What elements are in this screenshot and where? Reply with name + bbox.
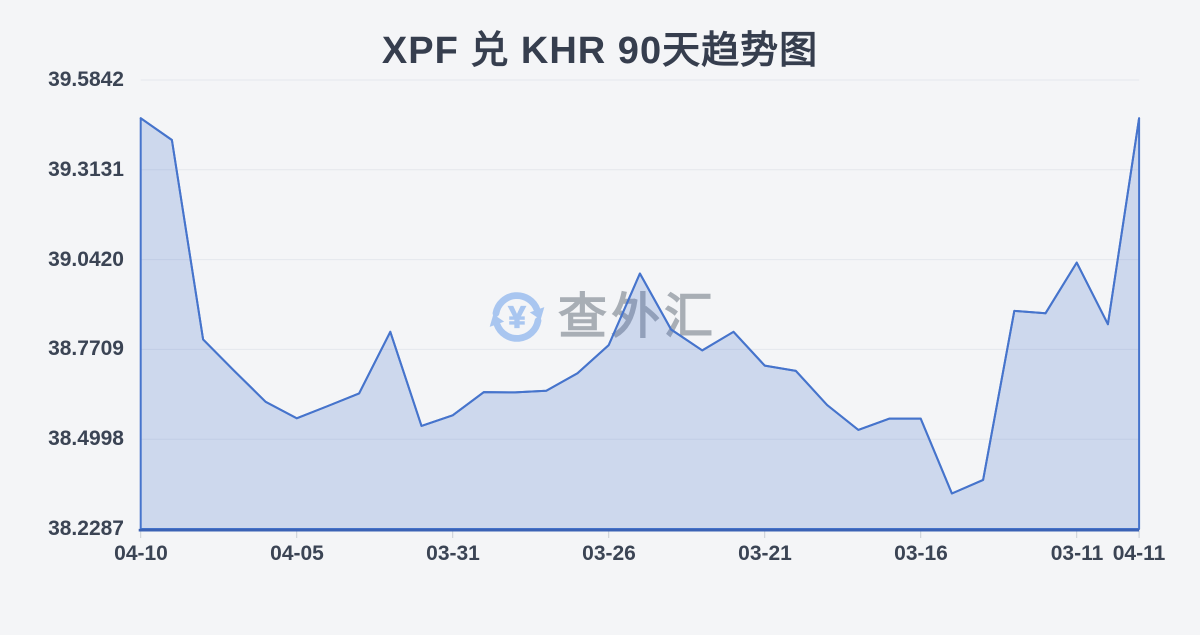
chart-title: XPF 兑 KHR 90天趋势图 <box>381 30 819 72</box>
y-axis-label: 39.3131 <box>48 158 124 181</box>
x-axis-label: 03-21 <box>738 542 792 565</box>
yen-glyph: ¥ <box>508 300 526 335</box>
x-axis-label: 04-10 <box>114 542 168 565</box>
x-axis-label: 04-11 <box>1112 542 1166 565</box>
y-axis-label: 39.0420 <box>48 248 124 271</box>
x-axis-label: 03-26 <box>582 542 636 565</box>
x-axis-label: 03-31 <box>426 542 480 565</box>
y-axis-label: 38.4998 <box>48 427 124 450</box>
price-area <box>139 117 1141 530</box>
currency-exchange-icon: ¥ <box>489 292 545 342</box>
x-axis-label: 03-11 <box>1050 542 1104 565</box>
price-line <box>139 117 1141 495</box>
x-axis-label: 04-05 <box>270 542 324 565</box>
watermark-text: 查外汇 <box>558 292 717 342</box>
y-axis-label: 38.7709 <box>48 337 124 360</box>
watermark: ¥ 查外汇 <box>486 286 717 348</box>
y-axis-label: 38.2287 <box>48 517 124 540</box>
y-axis-label: 39.5842 <box>48 68 124 91</box>
x-axis-label: 03-16 <box>894 542 948 565</box>
